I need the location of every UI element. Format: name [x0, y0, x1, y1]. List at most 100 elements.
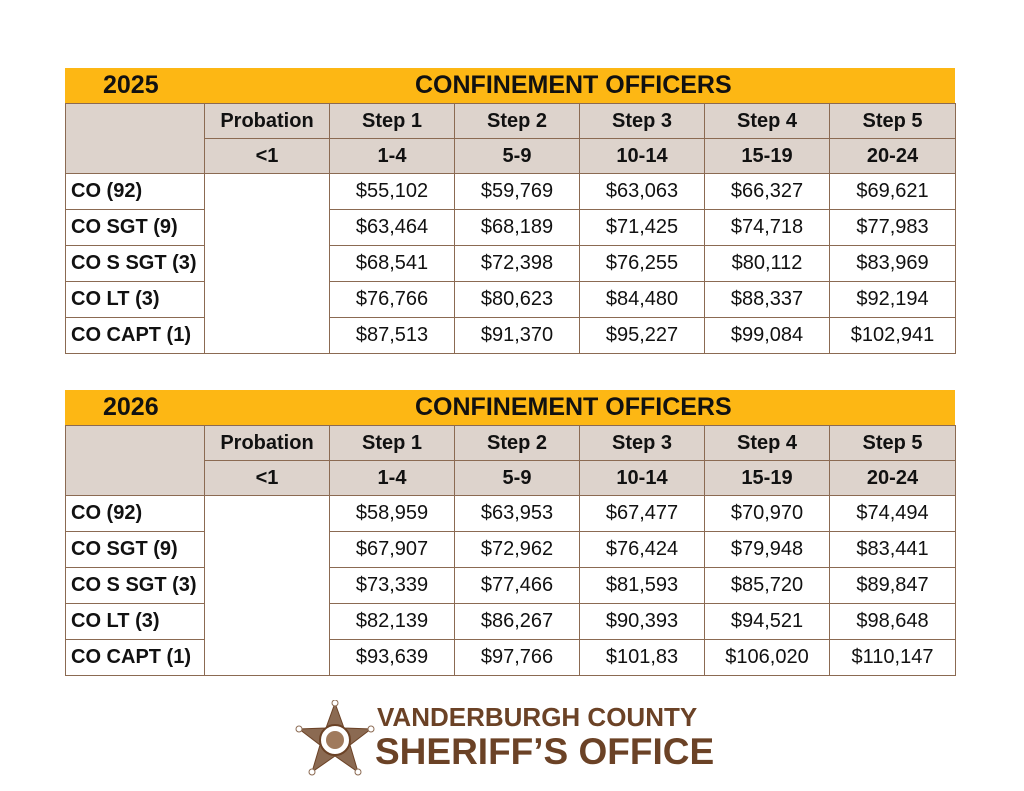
- table-row: CO (92) $55,102 $59,769 $63,063 $66,327 $69,6…: [65, 173, 956, 354]
- salary-cell: $76,766: [329, 281, 455, 318]
- logo-line1: VANDERBURGH COUNTY: [377, 702, 698, 732]
- salary-cell: $68,189: [454, 209, 580, 246]
- salary-cell: $72,962: [454, 531, 580, 568]
- rank-label: CO SGT (9): [65, 531, 205, 568]
- rank-label: CO SGT (9): [65, 209, 205, 246]
- salary-cell: $98,648: [829, 603, 956, 640]
- salary-cell: $85,720: [704, 567, 830, 604]
- salary-cell: $67,907: [329, 531, 455, 568]
- col-header: Step 4: [704, 103, 830, 139]
- salary-grid: Probation Step 1 Step 2 Step 3 Step 4 Step 5 <…: [65, 425, 956, 676]
- salary-cell: $87,513: [329, 317, 455, 354]
- col-subheader: 10-14: [579, 138, 705, 174]
- salary-cell: $92,194: [829, 281, 956, 318]
- salary-cell: $89,847: [829, 567, 956, 604]
- table-row: CO SGT (9) $63,464 $68,189 $71,425 $74,718 $7…: [65, 209, 956, 246]
- salary-cell: $67,477: [579, 495, 705, 532]
- col-header: Step 4: [704, 425, 830, 461]
- corner-cell: [65, 103, 205, 174]
- table-title: CONFINEMENT OFFICERS: [415, 393, 732, 421]
- col-header: Step 5: [829, 103, 956, 139]
- col-header: Step 5: [829, 425, 956, 461]
- salary-cell: $74,494: [829, 495, 956, 532]
- salary-cell: $70,970: [704, 495, 830, 532]
- salary-cell: $82,139: [329, 603, 455, 640]
- table-row: CO SGT (9) $67,907 $72,962 $76,424 $79,948 $8…: [65, 531, 956, 568]
- salary-cell: $88,337: [704, 281, 830, 318]
- salary-cell: $63,063: [579, 173, 705, 210]
- logo-line2: SHERIFF’S OFFICE: [375, 731, 715, 772]
- table-row: CO LT (3) $82,139 $86,267 $90,393 $94,521 $98…: [65, 603, 956, 640]
- col-subheader: 10-14: [579, 460, 705, 496]
- salary-cell: $95,227: [579, 317, 705, 354]
- salary-cell: $83,969: [829, 245, 956, 282]
- salary-cell: $101,83: [579, 639, 705, 676]
- header-row: Probation Step 1 Step 2 Step 3 Step 4 Step 5: [65, 425, 956, 496]
- header-subrow: <1 1-4 5-9 10-14 15-19 20-24: [66, 460, 956, 496]
- col-header: Probation: [204, 425, 330, 461]
- rank-label: CO LT (3): [65, 603, 205, 640]
- rank-label: CO S SGT (3): [65, 245, 205, 282]
- salary-cell: $68,541: [329, 245, 455, 282]
- salary-cell: $90,393: [579, 603, 705, 640]
- col-subheader: 20-24: [829, 138, 956, 174]
- col-subheader: 15-19: [704, 138, 830, 174]
- salary-cell: $84,480: [579, 281, 705, 318]
- salary-cell: $94,521: [704, 603, 830, 640]
- rank-label: CO (92): [65, 173, 205, 210]
- salary-cell: $71,425: [579, 209, 705, 246]
- rank-label: CO CAPT (1): [65, 639, 205, 676]
- salary-cell: $77,466: [454, 567, 580, 604]
- col-subheader: <1: [204, 138, 330, 174]
- salary-cell: $76,424: [579, 531, 705, 568]
- salary-cell: $80,623: [454, 281, 580, 318]
- salary-grid: Probation Step 1 Step 2 Step 3 Step 4 Step 5 <…: [65, 103, 956, 354]
- salary-cell: $86,267: [454, 603, 580, 640]
- col-header: Probation: [204, 103, 330, 139]
- salary-cell: $69,621: [829, 173, 956, 210]
- table-title-bar: 2025 CONFINEMENT OFFICERS: [65, 68, 955, 103]
- salary-cell: $63,953: [454, 495, 580, 532]
- table-row: CO S SGT (3) $68,541 $72,398 $76,255 $80,112…: [65, 245, 956, 282]
- salary-cell: $97,766: [454, 639, 580, 676]
- salary-cell: $80,112: [704, 245, 830, 282]
- salary-cell: $76,255: [579, 245, 705, 282]
- table-title-bar: 2026 CONFINEMENT OFFICERS: [65, 390, 955, 425]
- table-row: CO (92) $58,959 $63,953 $67,477 $70,970 $74,4…: [65, 495, 956, 676]
- salary-cell: $55,102: [329, 173, 455, 210]
- sheriff-star-icon: [295, 699, 375, 776]
- salary-cell: $99,084: [704, 317, 830, 354]
- col-header: Step 3: [579, 425, 705, 461]
- salary-cell: $73,339: [329, 567, 455, 604]
- salary-cell: $93,639: [329, 639, 455, 676]
- salary-cell: $91,370: [454, 317, 580, 354]
- salary-cell: $72,398: [454, 245, 580, 282]
- salary-cell: $58,959: [329, 495, 455, 532]
- header-row: Probation Step 1 Step 2 Step 3 Step 4 Step 5: [65, 103, 956, 174]
- col-subheader: 20-24: [829, 460, 956, 496]
- table-row: CO CAPT (1) $93,639 $97,766 $101,83 $106,020…: [65, 639, 956, 676]
- col-subheader: 5-9: [454, 460, 580, 496]
- col-subheader: 5-9: [454, 138, 580, 174]
- table-row: CO LT (3) $76,766 $80,623 $84,480 $88,337 $92…: [65, 281, 956, 318]
- salary-cell: $106,020: [704, 639, 830, 676]
- salary-cell: $79,948: [704, 531, 830, 568]
- col-header: Step 2: [454, 103, 580, 139]
- col-header: Step 2: [454, 425, 580, 461]
- col-subheader: 15-19: [704, 460, 830, 496]
- col-header: Step 1: [329, 425, 455, 461]
- table-row: CO CAPT (1) $87,513 $91,370 $95,227 $99,084 $…: [65, 317, 956, 354]
- col-header: Step 1: [329, 103, 455, 139]
- corner-cell: [65, 425, 205, 496]
- year: 2026: [103, 393, 159, 421]
- probation-cell: [204, 173, 330, 354]
- salary-cell: $66,327: [704, 173, 830, 210]
- rank-label: CO (92): [65, 495, 205, 532]
- year: 2025: [103, 71, 159, 99]
- sheriff-logo: VANDERBURGH COUNTY SHERIFF’S OFFICE: [295, 699, 715, 778]
- probation-cell: [204, 495, 330, 676]
- table-title: CONFINEMENT OFFICERS: [415, 71, 732, 99]
- rank-label: CO LT (3): [65, 281, 205, 318]
